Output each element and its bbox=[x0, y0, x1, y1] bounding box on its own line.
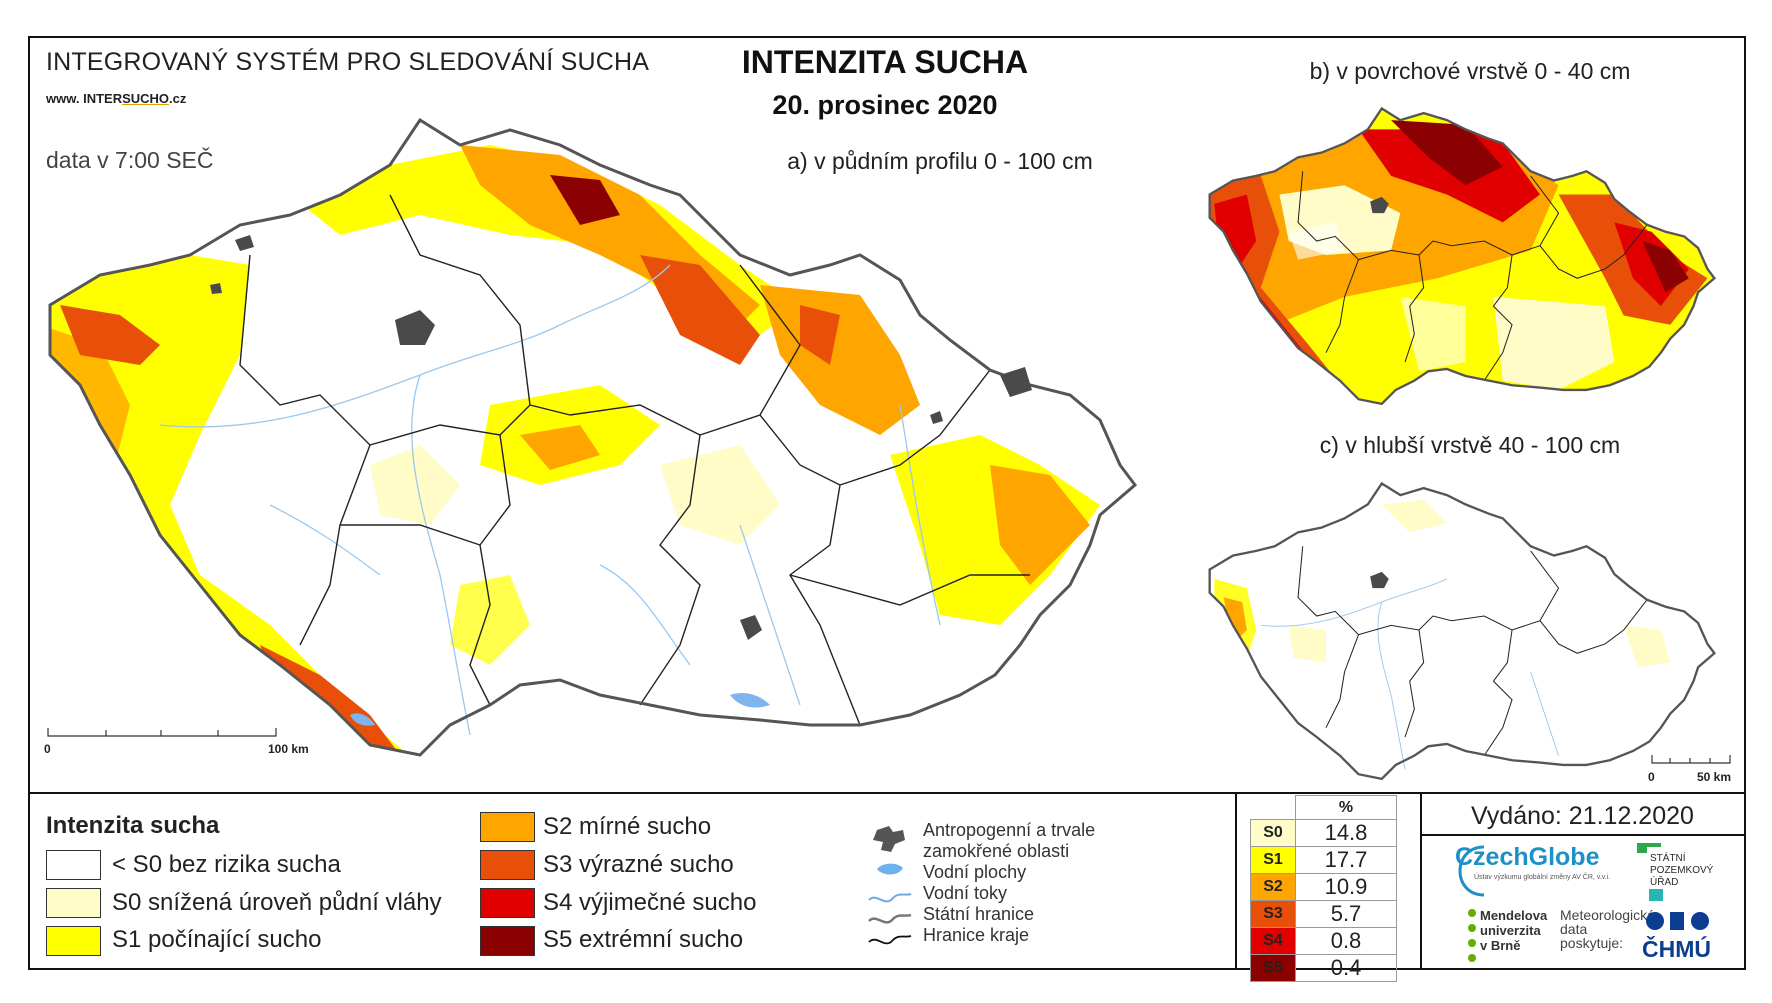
table-class-s0: S0 bbox=[1250, 819, 1296, 847]
surface-map-label: b) v povrchové vrstvě 0 - 40 cm bbox=[1309, 58, 1631, 84]
table-class-s3: S3 bbox=[1250, 900, 1296, 928]
rivers-label: Vodní toky bbox=[923, 883, 1008, 903]
map-title: INTENZITA SUCHA bbox=[741, 44, 1029, 80]
table-header-empty bbox=[1250, 795, 1296, 820]
small-scale-start: 0 bbox=[1648, 770, 1655, 784]
main-scale-end: 100 km bbox=[268, 742, 309, 756]
table-row: S3 5.7 bbox=[1250, 900, 1397, 928]
legend-label-s0: S0 snížená úroveň půdní vláhy bbox=[112, 889, 442, 916]
table-class-s1: S1 bbox=[1250, 846, 1296, 874]
main-scale-bar bbox=[47, 728, 277, 737]
small-scale-end: 50 km bbox=[1697, 770, 1732, 784]
map-symbols bbox=[868, 826, 912, 945]
state-border-label: Státní hranice bbox=[923, 904, 1035, 924]
legend-swatch-below-s0 bbox=[46, 850, 101, 880]
urban-area-icon bbox=[873, 826, 905, 852]
website-suffix: .cz bbox=[169, 91, 187, 106]
legend-label-s4: S4 výjimečné sucho bbox=[543, 889, 757, 916]
legend-label-s2: S2 mírné sucho bbox=[543, 813, 712, 840]
met-data-note: Meteorologická data poskytuje: bbox=[1560, 908, 1655, 950]
czechglobe-logo[interactable]: CzechGlobe bbox=[1455, 843, 1600, 871]
website-underlined: SUCHO bbox=[122, 91, 170, 106]
stats-divider-right bbox=[1420, 792, 1422, 970]
spu-logo-icon bbox=[1637, 843, 1663, 901]
legend-swatch-s1 bbox=[46, 926, 101, 956]
surface-drought-map bbox=[1208, 106, 1716, 406]
issued-divider bbox=[1420, 834, 1746, 836]
table-row: S4 0.8 bbox=[1250, 927, 1397, 955]
met-line3: poskytuje: bbox=[1560, 935, 1624, 951]
legend-label-s1: S1 počínající sucho bbox=[112, 926, 322, 953]
legend-swatch-s2 bbox=[480, 812, 535, 842]
legend-swatch-s3 bbox=[480, 850, 535, 880]
chmu-logo[interactable]: ČHMÚ bbox=[1642, 936, 1711, 962]
map-frame bbox=[28, 36, 1746, 970]
met-line2: data bbox=[1560, 921, 1588, 937]
table-header-percent: % bbox=[1295, 795, 1397, 820]
czechglobe-subtitle: Ústav výzkumu globální změny AV ČR, v.v.… bbox=[1474, 874, 1611, 881]
region-border-icon bbox=[868, 935, 912, 945]
deep-drought-map bbox=[1208, 481, 1716, 781]
map-date: 20. prosinec 2020 bbox=[772, 90, 998, 120]
chmu-logo-icon bbox=[1646, 912, 1709, 930]
table-row: S0 14.8 bbox=[1250, 819, 1397, 847]
data-time: data v 7:00 SEČ bbox=[46, 147, 214, 173]
table-value-s3: 5.7 bbox=[1295, 900, 1397, 928]
spu-logo[interactable]: STÁTNÍ POZEMKOVÝ ÚŘAD bbox=[1650, 853, 1713, 889]
website-link[interactable]: www. INTERSUCHO.cz bbox=[46, 91, 186, 106]
urban-label-line2: zamokřené oblasti bbox=[923, 841, 1070, 861]
table-value-s2: 10.9 bbox=[1295, 873, 1397, 901]
water-body-icon bbox=[877, 863, 903, 875]
met-line1: Meteorologická bbox=[1560, 907, 1655, 923]
drought-percent-table: % S0 14.8 S1 17.7 S2 10.9 S3 5.7 S4 0.8 … bbox=[1250, 795, 1397, 982]
legend-swatch-s0 bbox=[46, 888, 101, 918]
small-scale-bar bbox=[1651, 755, 1731, 764]
urban-label-line1: Antropogenní a trvale bbox=[923, 820, 1096, 840]
table-header-row: % bbox=[1250, 795, 1397, 820]
mendel-logo-dots-icon bbox=[1468, 909, 1476, 962]
legend-title: Intenzita sucha bbox=[46, 812, 220, 839]
mendel-line2: univerzita bbox=[1480, 923, 1541, 938]
table-row: S5 0.4 bbox=[1250, 954, 1397, 982]
main-map-label: a) v půdním profilu 0 - 100 cm bbox=[787, 148, 1093, 174]
legend-divider bbox=[28, 792, 1746, 794]
stats-divider-left bbox=[1235, 792, 1237, 970]
table-row: S1 17.7 bbox=[1250, 846, 1397, 874]
deep-map-label: c) v hlubší vrstvě 40 - 100 cm bbox=[1319, 432, 1621, 458]
table-value-s0: 14.8 bbox=[1295, 819, 1397, 847]
legend-swatch-s5 bbox=[480, 926, 535, 956]
website-prefix: www. INTER bbox=[46, 91, 123, 106]
region-border-label: Hranice kraje bbox=[923, 925, 1030, 945]
main-scale-start: 0 bbox=[44, 742, 51, 756]
table-class-s5: S5 bbox=[1250, 954, 1296, 982]
river-icon bbox=[868, 893, 912, 903]
spu-line1: STÁTNÍ bbox=[1650, 853, 1686, 864]
legend-label-s5: S5 extrémní sucho bbox=[543, 926, 744, 953]
mendel-line1: Mendelova bbox=[1480, 908, 1548, 923]
table-class-s2: S2 bbox=[1250, 873, 1296, 901]
water-bodies-label: Vodní plochy bbox=[923, 862, 1027, 882]
state-border-icon bbox=[868, 913, 912, 924]
czechglobe-logo-icon bbox=[1458, 845, 1485, 897]
mendel-line3: v Brně bbox=[1480, 938, 1521, 953]
spu-line3: ÚŘAD bbox=[1650, 877, 1679, 888]
spu-line2: POZEMKOVÝ bbox=[1650, 865, 1714, 876]
table-class-s4: S4 bbox=[1250, 927, 1296, 955]
legend-label-s3: S3 výrazné sucho bbox=[543, 851, 734, 878]
legend-label-below-s0: < S0 bez rizika sucha bbox=[112, 851, 341, 878]
table-value-s5: 0.4 bbox=[1295, 954, 1397, 982]
system-title: INTEGROVANÝ SYSTÉM PRO SLEDOVÁNÍ SUCHA bbox=[46, 48, 650, 76]
main-drought-map bbox=[48, 117, 1138, 757]
table-value-s1: 17.7 bbox=[1295, 846, 1397, 874]
table-row: S2 10.9 bbox=[1250, 873, 1397, 901]
legend-swatch-s4 bbox=[480, 888, 535, 918]
issued-date: Vydáno: 21.12.2020 bbox=[1471, 802, 1694, 830]
table-value-s4: 0.8 bbox=[1295, 927, 1397, 955]
mendel-logo[interactable]: Mendelova univerzita v Brně bbox=[1480, 908, 1547, 953]
